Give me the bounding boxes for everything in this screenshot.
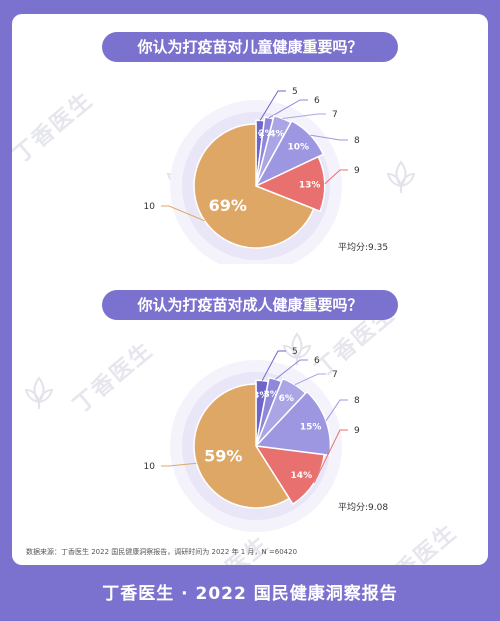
pie-chart-children: 2% 5 2% 6 4% 7 10% 8 13% 9 69% 10 (144, 87, 360, 264)
chart-title-adults: 你认为打疫苗对成人健康重要吗？ (102, 290, 398, 320)
slice-value-label: 3% (263, 390, 278, 400)
leader-line (261, 350, 286, 381)
leader-line (268, 99, 308, 119)
leader-line (282, 113, 326, 120)
slice-value-label: 2% (252, 131, 267, 141)
leader-line (161, 462, 197, 467)
pie-slice-8 (254, 119, 325, 188)
leader-line (324, 169, 348, 185)
category-label: 6 (314, 356, 320, 366)
leader-line (325, 399, 348, 422)
average-score-children: 平均分:9.35 (338, 243, 389, 253)
category-label: 7 (332, 110, 338, 120)
chart-title-children: 你认为打疫苗对儿童健康重要吗？ (102, 32, 398, 62)
data-source-note: 数据来源：丁香医生 2022 国民健康洞察报告，调研时间为 2022 年 1 月… (26, 548, 298, 556)
leader-line (275, 359, 308, 380)
category-label: 9 (354, 166, 360, 176)
category-label: 6 (314, 96, 320, 106)
slice-value-label: 6% (279, 394, 294, 404)
category-label: 10 (144, 202, 156, 212)
slice-value-label: 3% (253, 391, 268, 401)
footer-title: 丁香医生 · 2022 国民健康洞察报告 (102, 584, 398, 604)
leader-line (313, 429, 348, 484)
pie-slice-8 (254, 390, 332, 457)
category-label: 5 (292, 87, 298, 97)
category-label: 7 (332, 370, 338, 380)
category-label: 8 (354, 396, 360, 406)
pie-slice-10 (193, 123, 315, 249)
category-label: 5 (292, 347, 298, 357)
slice-value-label: 69% (209, 196, 247, 215)
watermark-leaf-icon (24, 376, 54, 409)
category-label: 9 (354, 426, 360, 436)
slice-value-label: 13% (299, 180, 321, 190)
leader-line (259, 90, 286, 121)
slice-value-label: 14% (291, 471, 313, 481)
slice-value-label: 10% (288, 142, 310, 152)
watermark-leaf-icon (386, 160, 416, 193)
slice-value-label: 4% (269, 129, 284, 139)
watermark-leaf-icon (282, 332, 312, 365)
report-card: 丁香医生 丁香医生 丁香医生 丁香医生 丁香医生 丁香医生 你认为打疫苗对儿童健… (12, 14, 488, 565)
category-label: 8 (354, 136, 360, 146)
category-label: 10 (144, 462, 156, 472)
leader-line (161, 205, 205, 222)
leader-line (310, 134, 348, 141)
pie-slice-9 (254, 155, 326, 213)
pie-chart-adults: 3% 5 3% 6 6% 7 15% 8 14% 9 59% 10 (144, 347, 360, 532)
slice-value-label: 15% (300, 422, 322, 432)
slice-value-label: 2% (259, 129, 274, 139)
slice-value-label: 59% (204, 447, 242, 466)
average-score-adults: 平均分:9.08 (338, 503, 389, 513)
leader-line (294, 373, 326, 386)
